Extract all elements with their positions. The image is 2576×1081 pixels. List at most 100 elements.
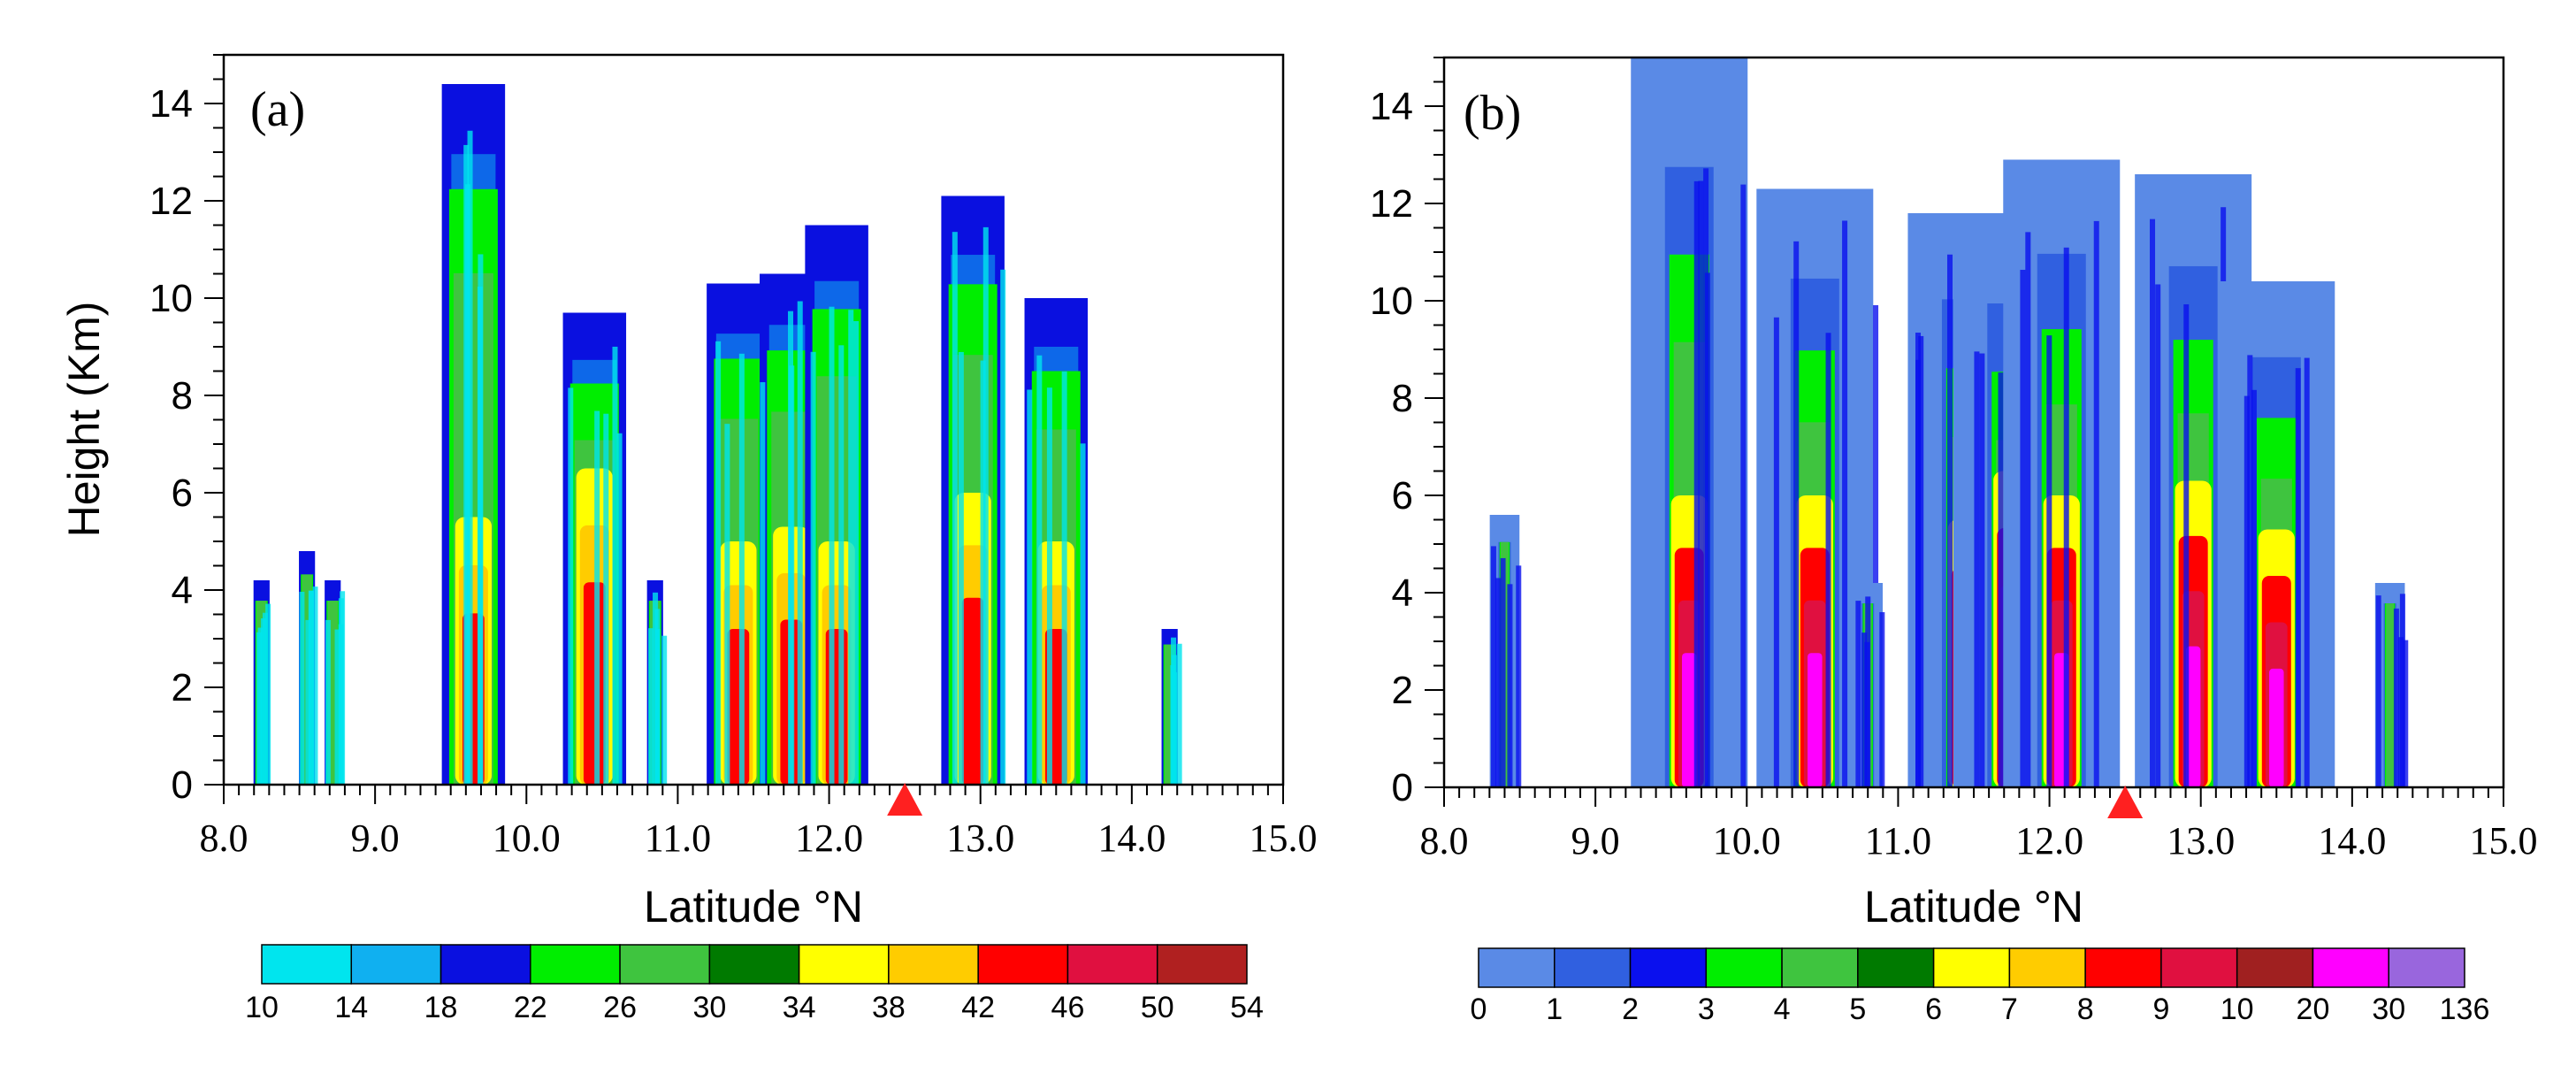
cell-texture	[1842, 220, 1848, 787]
x-tick-label: 14.0	[1097, 816, 1166, 860]
colorbar-label: 6	[1925, 993, 1942, 1026]
cell-core	[727, 629, 750, 785]
cell-texture	[2393, 608, 2399, 787]
colorbar-label: 22	[514, 991, 547, 1024]
colorbar-swatch	[2388, 947, 2465, 988]
cell-texture	[848, 310, 854, 785]
x-tick-labels-b: 8.0 9.0 10.0 11.0 12.0 13.0 14.0 15.0	[1420, 819, 2538, 862]
cell-texture	[1825, 333, 1831, 787]
cell-texture	[334, 629, 340, 785]
x-tick-label: 12.0	[2015, 819, 2083, 862]
colorbar-swatch	[530, 944, 621, 985]
x-axis-label-b: Latitude °N	[1864, 882, 2083, 932]
cell-texture	[1500, 557, 1506, 787]
cell-texture	[2251, 389, 2257, 787]
x-tick-label: 10.0	[1713, 819, 1781, 862]
colorbar-label: 14	[334, 991, 368, 1024]
data-layer-b	[1489, 58, 2409, 787]
colorbar-swatch	[1857, 947, 1935, 988]
cell-texture	[2093, 220, 2099, 787]
colorbar-swatch	[1554, 947, 1632, 988]
cell-texture	[340, 591, 346, 785]
cell-core	[961, 597, 984, 785]
cell-texture	[1036, 355, 1043, 785]
colorbar-swatch	[2008, 947, 2086, 988]
cell-core	[2269, 668, 2284, 787]
cell-texture	[1915, 333, 1922, 787]
y-tick-label: 0	[172, 763, 193, 807]
cell-layer	[1164, 644, 1175, 785]
x-tick-labels-a: 8.0 9.0 10.0 11.0 12.0 13.0 14.0 15.0	[200, 816, 1318, 860]
cell-texture	[594, 410, 600, 785]
y-tick-label: 4	[172, 569, 193, 612]
data-layer-a	[253, 84, 1182, 785]
cell-texture	[1861, 632, 1868, 787]
cell-texture	[1793, 241, 1800, 787]
colorbar-swatch	[1066, 944, 1158, 985]
cell-texture	[2150, 218, 2156, 787]
colorbar-label: 26	[603, 991, 637, 1024]
cell-texture	[1171, 655, 1177, 785]
location-marker-a	[887, 783, 923, 816]
cell-core	[1682, 653, 1697, 787]
x-tick-label: 14.0	[2318, 819, 2386, 862]
cell-texture	[2063, 247, 2069, 787]
cell-texture	[760, 382, 766, 785]
cell-texture	[724, 424, 730, 785]
cell-texture	[312, 586, 318, 785]
cell-texture	[309, 590, 315, 785]
cell-texture	[257, 627, 264, 785]
colorbar-swatch	[1156, 944, 1248, 985]
cell-texture	[2025, 232, 2031, 787]
cell-texture	[2247, 355, 2253, 787]
cell-texture	[260, 618, 266, 785]
colorbar-label: 54	[1230, 991, 1264, 1024]
cell-texture	[2399, 594, 2405, 787]
location-marker-b	[2107, 786, 2144, 818]
y-tick-label: 4	[1392, 571, 1413, 615]
y-tick-label: 2	[1392, 669, 1413, 712]
cell-texture	[612, 346, 618, 785]
colorbar-swatch	[261, 944, 353, 985]
colorbar-label: 3	[1698, 993, 1715, 1026]
x-tick-label: 9.0	[1571, 819, 1620, 862]
x-tick-label: 11.0	[1865, 819, 1931, 862]
colorbar-swatch	[350, 944, 442, 985]
cell-texture	[325, 619, 331, 785]
colorbar-label: 8	[2077, 993, 2094, 1026]
y-tick-label: 8	[1392, 377, 1413, 420]
x-tick-label: 15.0	[1250, 816, 1318, 860]
colorbar-label: 46	[1051, 991, 1085, 1024]
cell-texture	[810, 351, 816, 785]
colorbar-label: 10	[2221, 993, 2254, 1026]
colorbar-swatch	[619, 944, 711, 985]
cell-texture	[603, 413, 609, 785]
colorbar-label: 30	[2372, 993, 2405, 1026]
cell-texture	[1998, 372, 2004, 787]
colorbar-swatch	[1705, 947, 1783, 988]
cell-texture	[1027, 389, 1033, 785]
ticks-a	[204, 54, 1284, 804]
cell-texture	[1873, 305, 1879, 787]
colorbar-label: 7	[2001, 993, 2018, 1026]
panel-a: 8.0 9.0 10.0 11.0 12.0 13.0 14.0 15.0 024681012…	[59, 53, 1318, 1024]
cell-texture	[2046, 335, 2052, 787]
cell-texture	[1495, 578, 1502, 787]
cell-texture	[1740, 184, 1747, 787]
colorbar-swatch	[2084, 947, 2162, 988]
cell-texture	[478, 254, 484, 785]
cell-texture	[265, 603, 271, 785]
colorbar-label: 10	[245, 991, 279, 1024]
colorbar-swatch	[2312, 947, 2389, 988]
y-tick-label: 0	[1392, 766, 1413, 809]
panel-label-b: (b)	[1464, 86, 1521, 141]
colorbar-swatch	[1478, 947, 1556, 988]
cell-texture	[2243, 395, 2250, 787]
x-tick-label: 9.0	[351, 816, 400, 860]
cell-layer	[327, 601, 338, 785]
colorbar-swatch	[2160, 947, 2238, 988]
ticks-b	[1425, 57, 2504, 807]
cell-texture	[2020, 270, 2026, 787]
y-tick-label: 14	[1370, 85, 1413, 128]
